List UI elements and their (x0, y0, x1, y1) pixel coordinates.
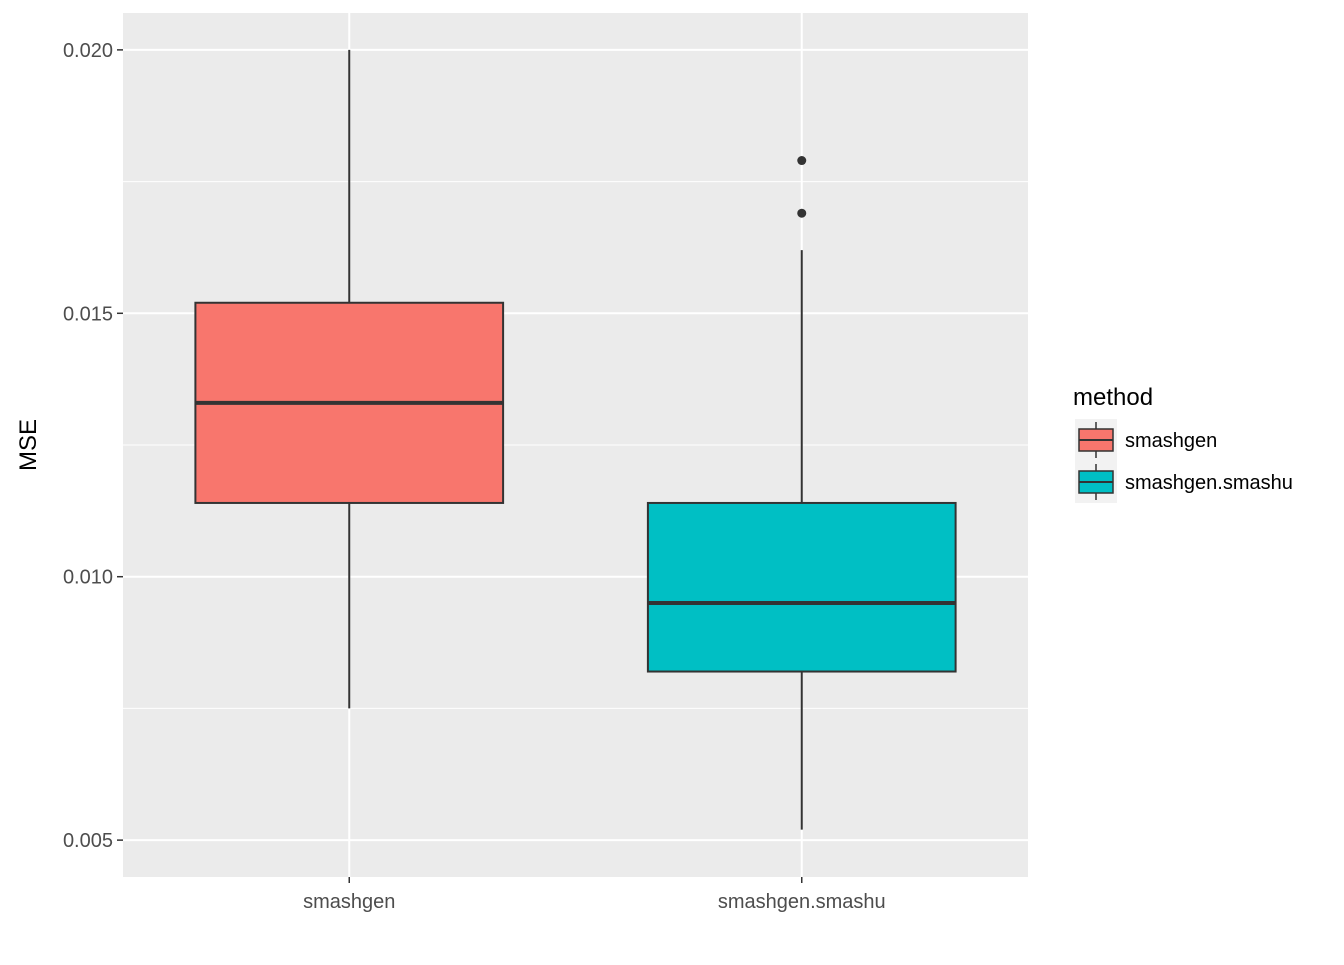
outlier-point (797, 208, 807, 218)
y-axis-title: MSE (15, 419, 42, 471)
y-tick-label: 0.020 (63, 40, 113, 62)
box-iqr (646, 501, 957, 673)
x-tick-label: smashgen.smashu (718, 891, 886, 913)
x-tick-label: smashgen (303, 891, 395, 913)
legend-title: method (1073, 384, 1153, 411)
boxes (194, 49, 957, 830)
y-tick-label: 0.005 (63, 830, 113, 852)
legend-entry-label: smashgen (1125, 430, 1217, 452)
y-tick-label: 0.010 (63, 567, 113, 589)
outlier-point (797, 156, 807, 166)
legend-entry-label: smashgen.smashu (1125, 472, 1293, 494)
legend: method smashgen smashgen.smashu (1073, 384, 1293, 503)
axes: 0.005 0.010 0.015 0.020 smashgen smashgen.sma… (63, 40, 886, 913)
y-tick-label: 0.015 (63, 303, 113, 325)
